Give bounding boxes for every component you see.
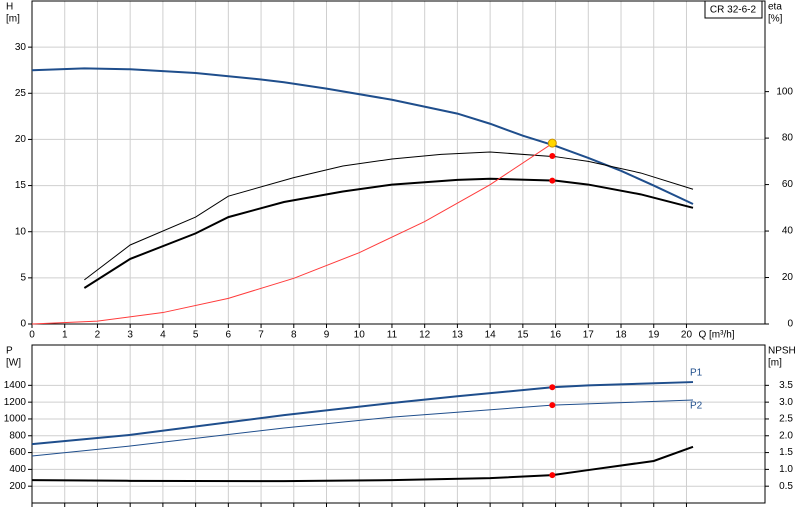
plot-frame (31, 344, 766, 504)
curve (31, 67, 694, 205)
y-tick-label: 400 (9, 464, 26, 475)
operating-point (547, 138, 557, 148)
x-tick-label: 5 (193, 330, 199, 341)
y-tick-label: 1400 (4, 380, 27, 391)
curve (31, 381, 694, 446)
x-axis-label: Q [m³/h] (698, 330, 734, 341)
y2-tick-label: 1.5 (779, 447, 793, 458)
x-tick-label: 9 (324, 330, 330, 341)
plot-frame (31, 0, 766, 325)
y2-tick-label: 3.0 (779, 397, 793, 408)
y-tick-label: 800 (9, 430, 26, 441)
curve (84, 151, 694, 281)
y2-tick-label: 1.0 (779, 464, 793, 475)
y2-tick-label: 20 (782, 272, 794, 283)
y-tick-label: 600 (9, 447, 26, 458)
operating-point (549, 152, 556, 159)
curve-label: P2 (690, 401, 703, 412)
y-tick-label: 0 (20, 319, 26, 330)
x-tick-label: 17 (583, 330, 595, 341)
y2-tick-label: 80 (782, 133, 794, 144)
x-tick-label: 15 (517, 330, 529, 341)
y-axis-unit: [W] (6, 358, 21, 369)
y2-axis-unit: [%] (768, 14, 783, 25)
curve (31, 445, 694, 483)
y-axis-unit: [m] (6, 14, 20, 25)
y-axis-label: P (6, 346, 13, 357)
y-tick-label: 25 (15, 88, 27, 99)
x-tick-label: 7 (258, 330, 264, 341)
x-tick-label: 11 (387, 330, 398, 341)
x-tick-label: 10 (354, 330, 366, 341)
curve (31, 140, 556, 325)
x-tick-label: 18 (615, 330, 627, 341)
operating-point (549, 384, 556, 391)
y2-axis-unit: [m] (768, 358, 782, 369)
y2-tick-label: 3.5 (779, 380, 793, 391)
curve-label: P1 (690, 368, 703, 379)
y-tick-label: 30 (15, 42, 27, 53)
chart-title: CR 32-6-2 (710, 5, 757, 16)
y-tick-label: 1000 (4, 414, 27, 425)
y2-tick-label: 0 (787, 319, 793, 330)
y2-axis-label: eta (768, 2, 782, 13)
y-tick-label: 20 (15, 134, 27, 145)
operating-point (549, 472, 556, 479)
x-tick-label: 8 (291, 330, 297, 341)
y-axis-label: H (6, 2, 13, 13)
curve (83, 177, 694, 289)
y-tick-label: 200 (9, 481, 26, 492)
x-tick-label: 19 (648, 330, 660, 341)
x-tick-label: 4 (160, 330, 166, 341)
y2-tick-label: 2.0 (779, 430, 793, 441)
y2-tick-label: 2.5 (779, 414, 793, 425)
y-tick-label: 5 (20, 272, 26, 283)
y2-axis-label: NPSH (768, 346, 796, 357)
operating-point (549, 402, 556, 409)
x-tick-label: 14 (485, 330, 497, 341)
y-tick-label: 15 (15, 180, 27, 191)
x-tick-label: 6 (226, 330, 232, 341)
x-tick-label: 13 (452, 330, 464, 341)
y2-tick-label: 0.5 (779, 481, 793, 492)
y-tick-label: 10 (15, 226, 27, 237)
x-tick-label: 2 (95, 330, 101, 341)
x-tick-label: 0 (29, 330, 35, 341)
x-tick-label: 12 (419, 330, 431, 341)
y2-tick-label: 60 (782, 179, 794, 190)
y-tick-label: 1200 (4, 397, 27, 408)
curve (31, 399, 694, 457)
x-tick-label: 1 (62, 330, 68, 341)
operating-point (549, 177, 556, 184)
title-box (704, 0, 763, 19)
x-tick-label: 20 (681, 330, 693, 341)
x-tick-label: 16 (550, 330, 562, 341)
x-tick-label: 3 (127, 330, 133, 341)
y2-tick-label: 40 (782, 226, 794, 237)
y2-tick-label: 100 (776, 86, 793, 97)
